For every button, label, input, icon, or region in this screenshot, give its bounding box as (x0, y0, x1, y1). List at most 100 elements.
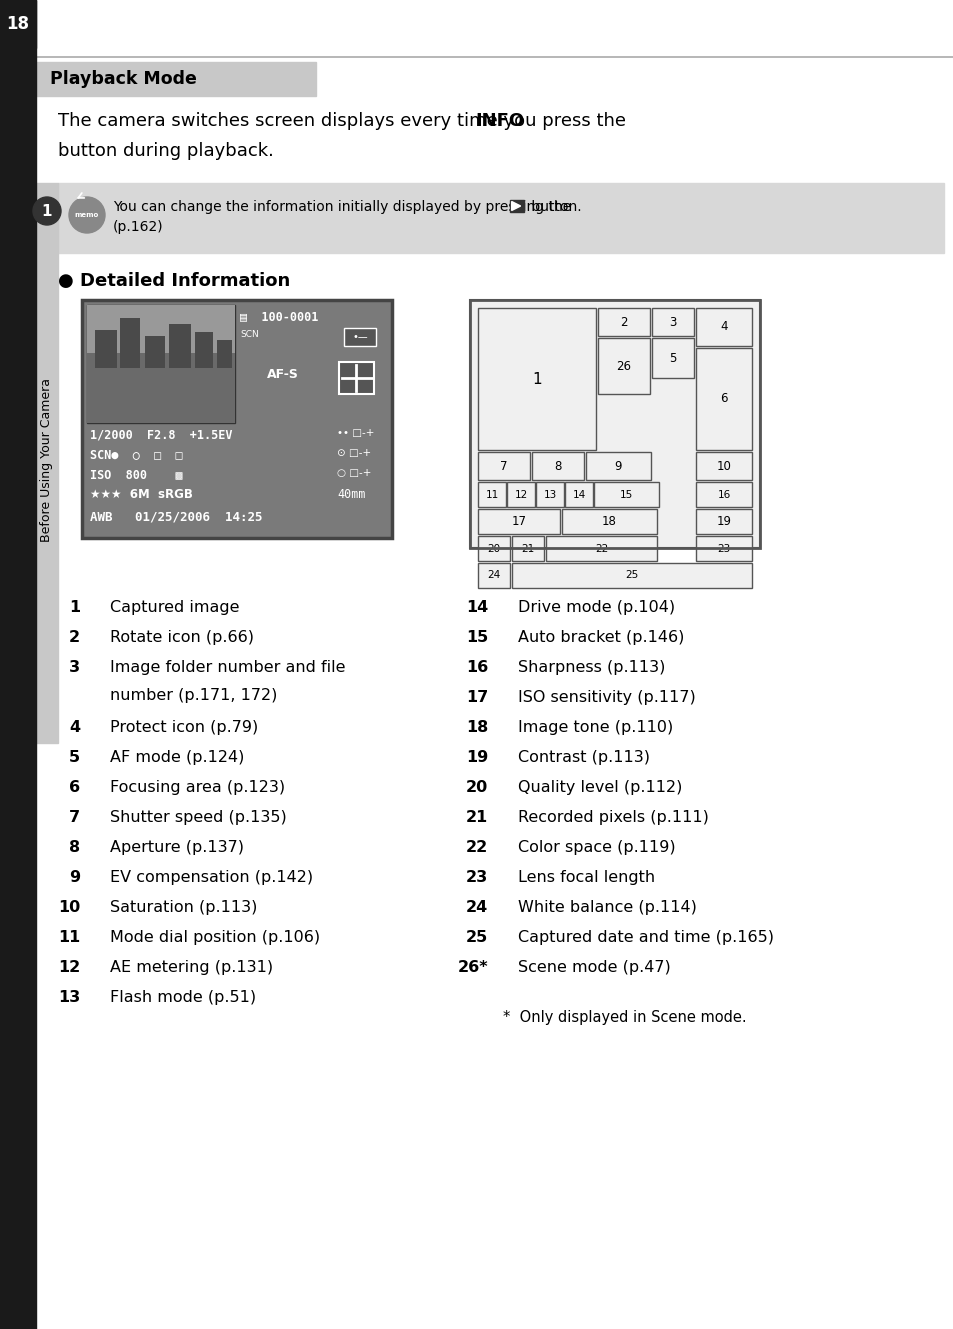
Text: 12: 12 (58, 960, 80, 975)
Text: 15: 15 (619, 489, 633, 500)
Bar (585, 452, 650, 480)
Text: Saturation (p.113): Saturation (p.113) (110, 900, 257, 914)
Text: You can change the information initially displayed by pressing the: You can change the information initially… (112, 199, 575, 214)
Text: Lens focal length: Lens focal length (517, 870, 655, 885)
Text: 9: 9 (614, 460, 621, 473)
Text: 22: 22 (465, 840, 488, 855)
Text: 8: 8 (69, 840, 80, 855)
Text: 25: 25 (465, 930, 488, 945)
Bar (87, 304, 234, 423)
Text: 10: 10 (716, 460, 731, 473)
Text: 2: 2 (619, 315, 627, 328)
Text: button.: button. (526, 199, 580, 214)
Bar (696, 452, 751, 480)
Text: Shutter speed (p.135): Shutter speed (p.135) (110, 809, 287, 825)
Text: Before Using Your Camera: Before Using Your Camera (40, 377, 53, 542)
Text: 13: 13 (543, 489, 556, 500)
Text: 18: 18 (465, 720, 488, 735)
Text: Playback Mode: Playback Mode (50, 70, 196, 88)
Text: 16: 16 (465, 661, 488, 675)
Text: 18: 18 (601, 516, 617, 528)
Text: (p.162): (p.162) (112, 221, 164, 234)
Text: 1: 1 (532, 372, 541, 387)
Text: Contrast (p.113): Contrast (p.113) (517, 750, 649, 766)
Text: ISO sensitivity (p.117): ISO sensitivity (p.117) (517, 690, 695, 704)
Text: *  Only displayed in Scene mode.: * Only displayed in Scene mode. (502, 1010, 746, 1025)
Text: 8: 8 (554, 460, 561, 473)
Bar (36, 62, 315, 96)
Bar (536, 482, 563, 506)
Bar (194, 332, 213, 368)
Text: 7: 7 (69, 809, 80, 825)
Text: AF-S: AF-S (267, 368, 298, 381)
Text: Scene mode (p.47): Scene mode (p.47) (517, 960, 670, 975)
Text: 14: 14 (572, 489, 585, 500)
Text: 10: 10 (58, 900, 80, 914)
Text: 22: 22 (595, 544, 607, 553)
Bar (512, 536, 543, 561)
Text: Color space (p.119): Color space (p.119) (517, 840, 675, 855)
Text: 9: 9 (69, 870, 80, 885)
Text: 26*: 26* (456, 960, 488, 975)
Text: 6: 6 (720, 392, 727, 405)
Bar (145, 336, 165, 368)
Text: ● Detailed Information: ● Detailed Information (58, 272, 290, 290)
Circle shape (33, 197, 61, 225)
Text: EV compensation (p.142): EV compensation (p.142) (110, 870, 313, 885)
Bar (470, 300, 760, 548)
Text: Flash mode (p.51): Flash mode (p.51) (110, 990, 255, 1005)
Text: ★★★  6M  sRGB: ★★★ 6M sRGB (90, 488, 193, 501)
Bar (509, 199, 523, 213)
Text: Rotate icon (p.66): Rotate icon (p.66) (110, 630, 253, 645)
Text: 3: 3 (69, 661, 80, 675)
Text: AF mode (p.124): AF mode (p.124) (110, 750, 244, 766)
Text: Recorded pixels (p.111): Recorded pixels (p.111) (517, 809, 708, 825)
Text: Sharpness (p.113): Sharpness (p.113) (517, 661, 664, 675)
Bar (564, 482, 593, 506)
Text: 20: 20 (487, 544, 500, 553)
Text: 5: 5 (69, 750, 80, 766)
Text: 6: 6 (69, 780, 80, 795)
Text: Drive mode (p.104): Drive mode (p.104) (517, 599, 675, 615)
Text: 3: 3 (669, 315, 676, 328)
Bar (532, 452, 583, 480)
Text: Focusing area (p.123): Focusing area (p.123) (110, 780, 285, 795)
Text: Captured image: Captured image (110, 599, 239, 615)
Bar (696, 308, 751, 346)
Bar (36, 183, 58, 743)
Text: 2: 2 (69, 630, 80, 645)
Text: •—: •— (352, 332, 368, 342)
Text: 23: 23 (717, 544, 730, 553)
Text: 24: 24 (465, 900, 488, 914)
Text: AWB   01/25/2006  14:25: AWB 01/25/2006 14:25 (90, 510, 262, 524)
Bar (58, 183, 943, 253)
Text: 19: 19 (716, 516, 731, 528)
Text: memo: memo (74, 213, 99, 218)
Text: 14: 14 (465, 599, 488, 615)
Circle shape (69, 197, 105, 233)
Bar (477, 482, 505, 506)
Text: 20: 20 (465, 780, 488, 795)
Bar (696, 536, 751, 561)
Text: 7: 7 (499, 460, 507, 473)
Text: 4: 4 (720, 320, 727, 334)
Text: 23: 23 (465, 870, 488, 885)
Text: 11: 11 (485, 489, 498, 500)
Text: 21: 21 (465, 809, 488, 825)
Bar (216, 340, 232, 368)
Text: Aperture (p.137): Aperture (p.137) (110, 840, 244, 855)
Text: 13: 13 (58, 990, 80, 1005)
Text: ISO  800    ▩: ISO 800 ▩ (90, 468, 182, 481)
Text: Auto bracket (p.146): Auto bracket (p.146) (517, 630, 683, 645)
Bar (696, 509, 751, 534)
Bar (470, 300, 760, 548)
Bar (598, 338, 649, 393)
Text: Image folder number and file: Image folder number and file (110, 661, 345, 675)
Text: Mode dial position (p.106): Mode dial position (p.106) (110, 930, 320, 945)
Bar (87, 354, 234, 423)
Bar (169, 324, 191, 368)
Bar (477, 536, 510, 561)
Text: 4: 4 (69, 720, 80, 735)
Bar (0, 0, 36, 1329)
Text: 1: 1 (69, 599, 80, 615)
